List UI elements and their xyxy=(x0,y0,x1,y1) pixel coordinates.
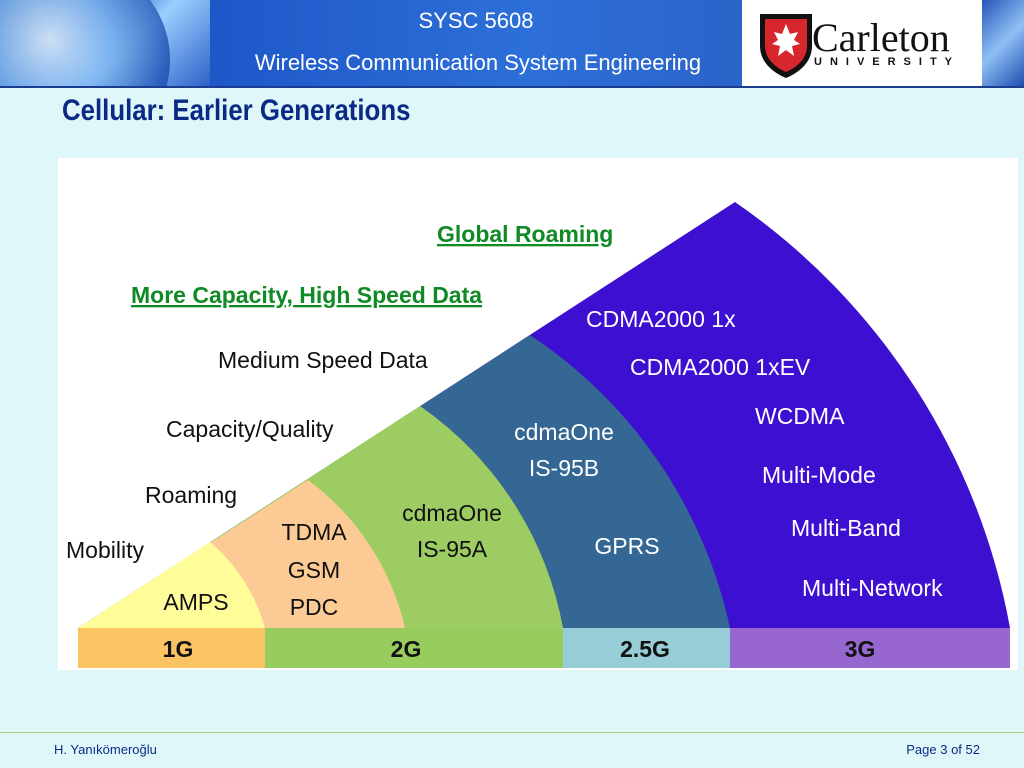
globe-banner-image xyxy=(0,0,210,86)
feature-capacity-quality: Capacity/Quality xyxy=(166,416,334,442)
bar-2g xyxy=(265,628,563,668)
tech-cdma2000-1xev: CDMA2000 1xEV xyxy=(630,354,811,380)
feature-mobility: Mobility xyxy=(66,537,144,563)
page-number: Page 3 of 52 xyxy=(906,742,980,757)
tech-gprs: GPRS xyxy=(594,533,659,559)
shield-icon xyxy=(760,14,812,78)
course-name: Wireless Communication System Engineerin… xyxy=(254,50,702,75)
bar-label-2g: 2G xyxy=(391,636,422,662)
header-capacity: More Capacity, High Speed Data xyxy=(131,282,482,308)
logo-subtitle: UNIVERSITY xyxy=(814,56,961,68)
bar-label-2-5g: 2.5G xyxy=(620,636,670,662)
tech-wcdma: WCDMA xyxy=(755,403,845,429)
header-banner: SYSC 5608 Wireless Communication System … xyxy=(0,0,1024,88)
tech-cdmaone-a: cdmaOne xyxy=(402,500,502,526)
course-code: SYSC 5608 xyxy=(418,8,534,33)
tech-is95a: IS-95A xyxy=(417,536,488,562)
feature-roaming: Roaming xyxy=(145,482,237,508)
footer-divider xyxy=(0,732,1024,733)
feature-medium-speed: Medium Speed Data xyxy=(218,347,428,373)
tech-gsm: GSM xyxy=(288,557,340,583)
tech-amps: AMPS xyxy=(163,589,228,615)
tech-multi-mode: Multi-Mode xyxy=(762,462,876,488)
tech-is95b: IS-95B xyxy=(529,455,599,481)
tech-pdc: PDC xyxy=(290,594,339,620)
slide-title: Cellular: Earlier Generations xyxy=(62,94,411,127)
tech-tdma: TDMA xyxy=(281,519,347,545)
bar-3g xyxy=(730,628,1010,668)
tech-multi-band: Multi-Band xyxy=(791,515,901,541)
tech-multi-network: Multi-Network xyxy=(802,575,943,601)
tech-cdma2000-1x: CDMA2000 1x xyxy=(586,306,736,332)
carleton-logo: Carleton UNIVERSITY xyxy=(742,0,982,86)
bar-label-3g: 3G xyxy=(845,636,876,662)
bar-2-5g xyxy=(563,628,730,668)
bar-1g xyxy=(78,628,265,668)
region-1g xyxy=(78,542,265,628)
course-banner: SYSC 5608 Wireless Communication System … xyxy=(210,0,742,86)
logo-wordmark: Carleton xyxy=(812,15,950,60)
circuit-banner-image xyxy=(982,0,1024,86)
header-divider xyxy=(0,86,1024,88)
bar-label-1g: 1G xyxy=(163,636,194,662)
tech-cdmaone-b: cdmaOne xyxy=(514,419,614,445)
footer-author: H. Yanıkömeroğlu xyxy=(54,742,157,757)
header-global-roaming: Global Roaming xyxy=(437,221,613,247)
